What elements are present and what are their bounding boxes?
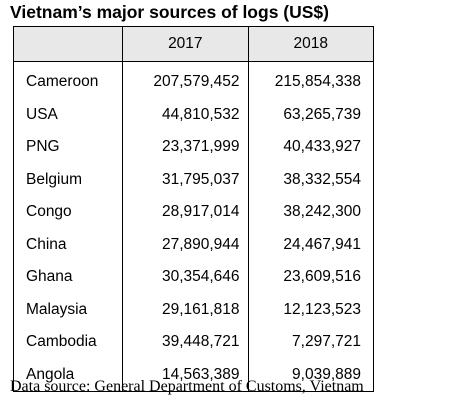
table-row: Belgium 31,795,037 38,332,554: [12, 163, 375, 196]
table-row: Angola 14,563,389 9,039,889: [12, 358, 375, 392]
value-2017-cell: 44,810,532: [122, 98, 249, 131]
table-header-row: 2017 2018: [12, 26, 375, 62]
value-2017-cell: 39,448,721: [122, 326, 249, 359]
table-row: Ghana 30,354,646 23,609,516: [12, 261, 375, 294]
table-row: China 27,890,944 24,467,941: [12, 228, 375, 261]
value-2017-cell: 28,917,014: [122, 196, 249, 229]
data-source-note: Data source: General Department of Custo…: [10, 378, 364, 395]
country-cell: PNG: [12, 131, 124, 164]
table-row: PNG 23,371,999 40,433,927: [12, 131, 375, 164]
table-row: Cambodia 39,448,721 7,297,721: [12, 326, 375, 359]
value-2018-cell: 24,467,941: [247, 228, 375, 261]
value-2017-cell: 31,795,037: [122, 163, 249, 196]
value-2017-cell: 29,161,818: [122, 293, 249, 326]
table-row: Cameroon 207,579,452 215,854,338: [12, 61, 375, 99]
value-2018-cell: 40,433,927: [247, 131, 375, 164]
value-2018-cell: 38,332,554: [247, 163, 375, 196]
country-cell: Cambodia: [12, 326, 124, 359]
table-row: Malaysia 29,161,818 12,123,523: [12, 293, 375, 326]
country-cell: Angola: [12, 358, 124, 392]
value-2017-cell: 27,890,944: [122, 228, 249, 261]
value-2018-cell: 9,039,889: [247, 358, 375, 392]
country-cell: USA: [12, 98, 124, 131]
country-cell: Cameroon: [12, 61, 124, 99]
value-2017-cell: 30,354,646: [122, 261, 249, 294]
logs-table: 2017 2018 Cameroon 207,579,452 215,854,338…: [12, 26, 375, 392]
header-corner-cell: [12, 26, 124, 62]
chart-title: Vietnam’s major sources of logs (US$): [10, 2, 329, 22]
value-2017-cell: 207,579,452: [122, 61, 249, 99]
value-2018-cell: 12,123,523: [247, 293, 375, 326]
table-row: USA 44,810,532 63,265,739: [12, 98, 375, 131]
value-2018-cell: 38,242,300: [247, 196, 375, 229]
country-cell: Congo: [12, 196, 124, 229]
table-row: Congo 28,917,014 38,242,300: [12, 196, 375, 229]
country-cell: Ghana: [12, 261, 124, 294]
value-2018-cell: 63,265,739: [247, 98, 375, 131]
column-header-2018: 2018: [247, 26, 375, 62]
value-2017-cell: 23,371,999: [122, 131, 249, 164]
column-header-2017: 2017: [122, 26, 249, 62]
table-body: Cameroon 207,579,452 215,854,338 USA 44,810,…: [12, 61, 375, 392]
country-cell: Belgium: [12, 163, 124, 196]
value-2018-cell: 23,609,516: [247, 261, 375, 294]
country-cell: Malaysia: [12, 293, 124, 326]
value-2018-cell: 7,297,721: [247, 326, 375, 359]
country-cell: China: [12, 228, 124, 261]
value-2017-cell: 14,563,389: [122, 358, 249, 392]
value-2018-cell: 215,854,338: [247, 61, 375, 99]
